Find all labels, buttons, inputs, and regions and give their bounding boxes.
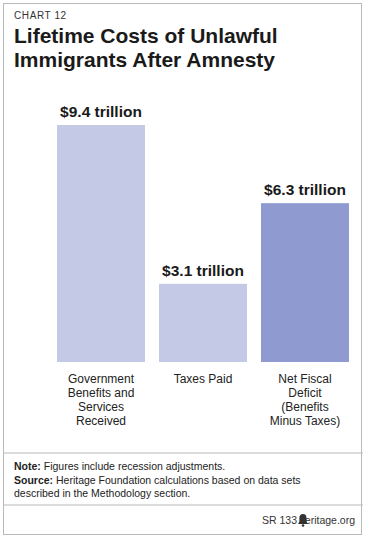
chart-svg: $9.4 trillion $3.1 trillion $6.3 trillion	[0, 0, 367, 540]
data-label: $3.1 trillion	[162, 262, 244, 279]
category-label: Government Benefits and Services Receive…	[60, 372, 142, 428]
bar	[261, 203, 349, 362]
chart-title: Lifetime Costs of Unlawful Immigrants Af…	[14, 24, 314, 72]
bars	[57, 125, 349, 362]
source: Source: Heritage Foundation calculations…	[14, 474, 349, 500]
bar	[159, 284, 247, 362]
report-number: SR 133	[262, 514, 297, 526]
site-name: heritage.org	[299, 514, 355, 526]
divider	[3, 453, 363, 454]
data-label: $6.3 trillion	[264, 181, 346, 198]
note: Note: Figures include recession adjustme…	[14, 460, 349, 473]
chart-number: CHART 12	[14, 10, 67, 21]
bar	[57, 125, 145, 362]
divider	[3, 505, 363, 506]
data-label: $9.4 trillion	[60, 103, 142, 120]
category-label: Taxes Paid	[162, 372, 244, 386]
category-label: Net Fiscal Deficit (Benefits Minus Taxes…	[264, 372, 346, 428]
